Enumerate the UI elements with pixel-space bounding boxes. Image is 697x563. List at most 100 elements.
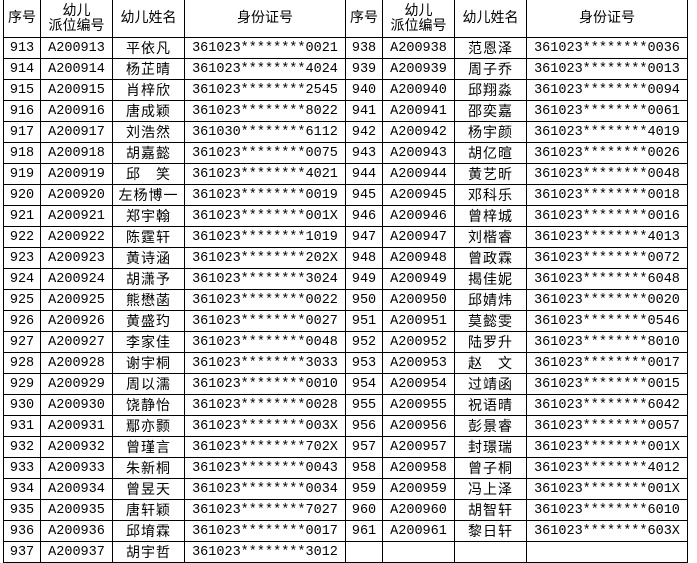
cell-name: 曾梓城 (454, 205, 527, 227)
cell-name: 刘浩然 (112, 121, 185, 143)
cell-name: 黄艺昕 (454, 163, 527, 185)
cell-code: A200942 (382, 121, 455, 143)
cell-name: 刘楷睿 (454, 226, 527, 248)
empty-cell-code (382, 541, 455, 563)
table-row: 931 A200931 鄢亦颢 361023********003X 956 A20095… (3, 415, 688, 437)
cell-id: 361023********0048 (526, 163, 688, 185)
cell-id: 361023********3033 (184, 352, 346, 374)
table-row: 915 A200915 肖梓欣 361023********2545 940 A20094… (3, 79, 688, 101)
cell-id: 361023********202X (184, 247, 346, 269)
cell-id: 361023********0057 (526, 415, 688, 437)
cell-code: A200949 (382, 268, 455, 290)
cell-name: 揭佳妮 (454, 268, 527, 290)
cell-code: A200940 (382, 79, 455, 101)
header-name-right: 幼儿姓名 (454, 0, 527, 38)
cell-name: 左杨博一 (112, 184, 185, 206)
table-row: 919 A200919 邱 笑 361023********4021 944 A20094… (3, 163, 688, 185)
cell-name: 莫懿雯 (454, 310, 527, 332)
cell-id: 361023********003X (184, 415, 346, 437)
cell-name: 邱翔淼 (454, 79, 527, 101)
table-row: 936 A200936 邱堉霖 361023********0017 961 A20096… (3, 520, 688, 542)
cell-code: A200926 (40, 310, 113, 332)
cell-id: 361023********001X (526, 436, 688, 458)
cell-name: 朱新桐 (112, 457, 185, 479)
cell-code: A200915 (40, 79, 113, 101)
cell-id: 361023********8010 (526, 331, 688, 353)
cell-id: 361023********7027 (184, 499, 346, 521)
cell-id: 361023********0017 (184, 520, 346, 542)
cell-id: 361023********0015 (526, 373, 688, 395)
cell-id: 361023********4021 (184, 163, 346, 185)
cell-name: 胡宇哲 (112, 541, 185, 563)
header-id-right: 身份证号 (526, 0, 688, 38)
cell-seq: 936 (3, 520, 41, 542)
cell-code: A200923 (40, 247, 113, 269)
cell-name: 曾政霖 (454, 247, 527, 269)
cell-seq: 946 (345, 205, 383, 227)
cell-code: A200954 (382, 373, 455, 395)
cell-id: 361023********6042 (526, 394, 688, 416)
cell-code: A200925 (40, 289, 113, 311)
cell-name: 周以濡 (112, 373, 185, 395)
cell-id: 361023********0036 (526, 37, 688, 59)
table-row: 934 A200934 曾昱天 361023********0034 959 A20095… (3, 478, 688, 500)
cell-code: A200959 (382, 478, 455, 500)
cell-code: A200930 (40, 394, 113, 416)
cell-name: 邓科乐 (454, 184, 527, 206)
cell-id: 361023********0043 (184, 457, 346, 479)
cell-seq: 939 (345, 58, 383, 80)
cell-name: 邱婧炜 (454, 289, 527, 311)
cell-name: 杨宇颜 (454, 121, 527, 143)
cell-seq: 958 (345, 457, 383, 479)
cell-seq: 950 (345, 289, 383, 311)
cell-seq: 933 (3, 457, 41, 479)
cell-code: A200937 (40, 541, 113, 563)
cell-code: A200961 (382, 520, 455, 542)
cell-id: 361023********0048 (184, 331, 346, 353)
cell-name: 曾子桐 (454, 457, 527, 479)
cell-seq: 928 (3, 352, 41, 374)
cell-code: A200914 (40, 58, 113, 80)
cell-seq: 955 (345, 394, 383, 416)
cell-code: A200951 (382, 310, 455, 332)
table-row: 922 A200922 陈霆轩 361023********1019 947 A20094… (3, 226, 688, 248)
cell-name: 邱堉霖 (112, 520, 185, 542)
cell-id: 361023********0034 (184, 478, 346, 500)
cell-seq: 916 (3, 100, 41, 122)
table-row: 914 A200914 杨芷晴 361023********4024 939 A20093… (3, 58, 688, 80)
cell-seq: 945 (345, 184, 383, 206)
cell-id: 361023********0022 (184, 289, 346, 311)
table-row: 920 A200920 左杨博一 361023********0019 945 A2009… (3, 184, 688, 206)
cell-code: A200944 (382, 163, 455, 185)
cell-seq: 914 (3, 58, 41, 80)
cell-seq: 926 (3, 310, 41, 332)
table-row: 937 A200937 胡宇哲 361023********3012 (3, 541, 688, 563)
table-row: 927 A200927 李家佳 361023********0048 952 A20095… (3, 331, 688, 353)
enrollment-table: 序号 幼儿 派位编号 幼儿姓名 身份证号 序号 幼儿 派位编号 幼儿姓名 身份证号 … (3, 0, 688, 563)
header-name: 幼儿姓名 (112, 0, 185, 38)
cell-id: 361023********4013 (526, 226, 688, 248)
cell-name: 胡智轩 (454, 499, 527, 521)
cell-id: 361023********0027 (184, 310, 346, 332)
table-row: 925 A200925 熊懋菡 361023********0022 950 A20095… (3, 289, 688, 311)
table-row: 933 A200933 朱新桐 361023********0043 958 A20095… (3, 457, 688, 479)
cell-seq: 954 (345, 373, 383, 395)
cell-seq: 925 (3, 289, 41, 311)
cell-seq: 949 (345, 268, 383, 290)
cell-id: 361023********0017 (526, 352, 688, 374)
cell-name: 黎日轩 (454, 520, 527, 542)
cell-code: A200946 (382, 205, 455, 227)
cell-name: 冯上泽 (454, 478, 527, 500)
cell-seq: 929 (3, 373, 41, 395)
table-row: 932 A200932 曾瑾言 361023********702X 957 A20095… (3, 436, 688, 458)
cell-name: 谢宇桐 (112, 352, 185, 374)
cell-name: 曾瑾言 (112, 436, 185, 458)
header-code-line2: 派位编号 (48, 17, 105, 34)
cell-name: 唐轩颖 (112, 499, 185, 521)
cell-id: 361023********702X (184, 436, 346, 458)
cell-seq: 942 (345, 121, 383, 143)
cell-name: 唐成颖 (112, 100, 185, 122)
cell-code: A200939 (382, 58, 455, 80)
header-row: 序号 幼儿 派位编号 幼儿姓名 身份证号 序号 幼儿 派位编号 幼儿姓名 身份证号 (3, 0, 688, 38)
cell-seq: 952 (345, 331, 383, 353)
